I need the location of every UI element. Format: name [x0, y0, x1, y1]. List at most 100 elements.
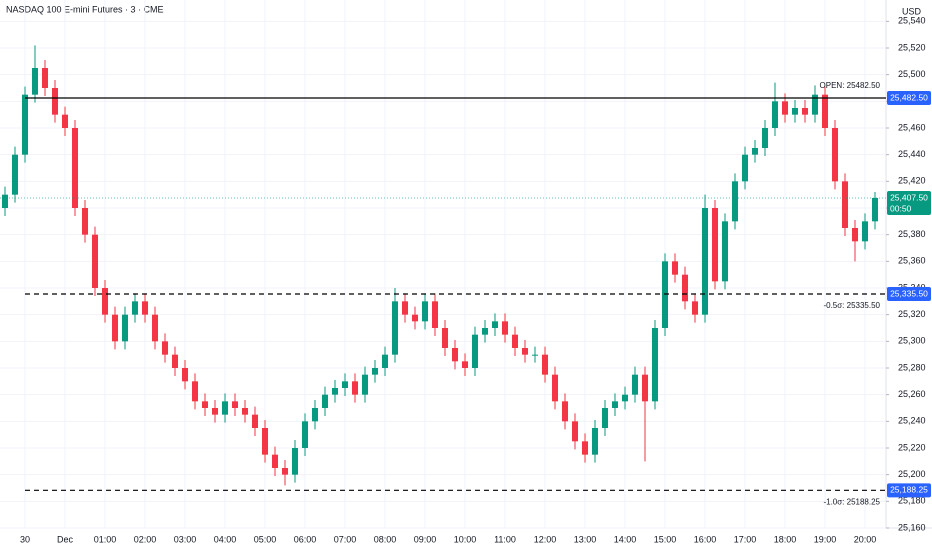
candle-body [612, 401, 618, 408]
candle-body [182, 368, 188, 382]
candle-body [132, 301, 138, 315]
candle-body [772, 101, 778, 128]
candle-body [252, 414, 258, 428]
candle-body [532, 354, 538, 356]
candle-body [712, 208, 718, 282]
candle-body [342, 381, 348, 388]
candle-body [722, 221, 728, 282]
x-tick-label: 18:00 [774, 534, 797, 544]
candle-body [872, 198, 878, 222]
candle-body [382, 354, 388, 368]
price-tag [887, 483, 931, 498]
candle-body [322, 394, 328, 408]
candle-body [472, 334, 478, 368]
candle-body [392, 301, 398, 355]
candle-body [412, 314, 418, 322]
candle-body [302, 421, 308, 448]
candle-body [502, 321, 508, 335]
candle-body [362, 374, 368, 395]
x-tick-label: 13:00 [574, 534, 597, 544]
candle-body [832, 128, 838, 182]
candle-body [52, 88, 58, 115]
y-tick-label: 25,300 [898, 336, 926, 346]
price-tag [887, 91, 931, 105]
x-tick-label: 07:00 [334, 534, 357, 544]
candle-body [762, 128, 768, 148]
candle-body [622, 394, 628, 402]
candle-body [572, 421, 578, 442]
candle-body [652, 328, 658, 402]
candle-body [432, 301, 438, 328]
candle-body [742, 154, 748, 182]
price-tag-label: 25,188.25 [890, 485, 928, 495]
y-tick-label: 25,320 [898, 309, 926, 319]
x-tick-label: 08:00 [374, 534, 397, 544]
candle-body [582, 441, 588, 455]
price-tag [887, 287, 931, 301]
candle-body [642, 374, 648, 402]
x-tick-label: 15:00 [654, 534, 677, 544]
x-tick-label: 09:00 [414, 534, 437, 544]
candle-body [522, 348, 528, 355]
chart-title: NASDAQ 100 E-mini Futures · 3 · CME [6, 4, 164, 14]
last-price-tag [887, 191, 931, 215]
candle-body [862, 221, 868, 242]
candle-body [112, 314, 118, 342]
candle-body [812, 94, 818, 115]
level-label: OPEN: 25482.50 [820, 81, 881, 90]
candle-body [122, 314, 128, 342]
x-tick-label: 06:00 [294, 534, 317, 544]
x-tick-label: 02:00 [134, 534, 157, 544]
x-tick-label: 10:00 [454, 534, 477, 544]
y-tick-label: 25,380 [898, 229, 926, 239]
candle-body [312, 408, 318, 422]
x-tick-label: 12:00 [534, 534, 557, 544]
price-tag-label: 25,482.50 [890, 92, 928, 102]
candle-body [802, 108, 808, 115]
x-tick-label: 05:00 [254, 534, 277, 544]
y-tick-label: 25,520 [898, 42, 926, 52]
candle-body [212, 408, 218, 415]
y-tick-label: 25,280 [898, 362, 926, 372]
y-tick-label: 25,500 [898, 69, 926, 79]
candle-body [492, 321, 498, 328]
candle-body [292, 448, 298, 475]
candle-body [352, 381, 358, 395]
candle-body [2, 194, 8, 208]
last-price-label: 25,407.50 [890, 192, 928, 202]
candle-body [32, 68, 38, 95]
candle-body [72, 128, 78, 208]
candle-body [272, 454, 278, 468]
candle-body [552, 374, 558, 402]
candle-body [262, 428, 268, 455]
candle-body [482, 328, 488, 335]
candle-body [172, 354, 178, 368]
candle-body [92, 234, 98, 288]
x-tick-label: 03:00 [174, 534, 197, 544]
candle-body [142, 301, 148, 315]
x-tick-label: 04:00 [214, 534, 237, 544]
candle-body [102, 288, 108, 315]
level-label: -0.5σ: 25335.50 [823, 301, 880, 310]
y-tick-label: 25,360 [898, 256, 926, 266]
y-tick-label: 25,460 [898, 122, 926, 132]
x-tick-label: 14:00 [614, 534, 637, 544]
candle-body [42, 68, 48, 88]
candle-body [202, 401, 208, 408]
candle-body [682, 274, 688, 302]
y-tick-label: 25,260 [898, 389, 926, 399]
candle-body [752, 148, 758, 155]
candle-body [592, 428, 598, 455]
x-tick-label: Dec [57, 534, 74, 544]
candle-body [232, 401, 238, 408]
x-tick-label: 01:00 [94, 534, 117, 544]
candle-body [852, 228, 858, 242]
y-tick-label: 25,440 [898, 149, 926, 159]
candle-body [542, 354, 548, 375]
currency-label: USD [902, 6, 922, 16]
x-tick-label: 19:00 [814, 534, 837, 544]
candle-body [702, 208, 708, 315]
x-tick-label: 30 [20, 534, 30, 544]
